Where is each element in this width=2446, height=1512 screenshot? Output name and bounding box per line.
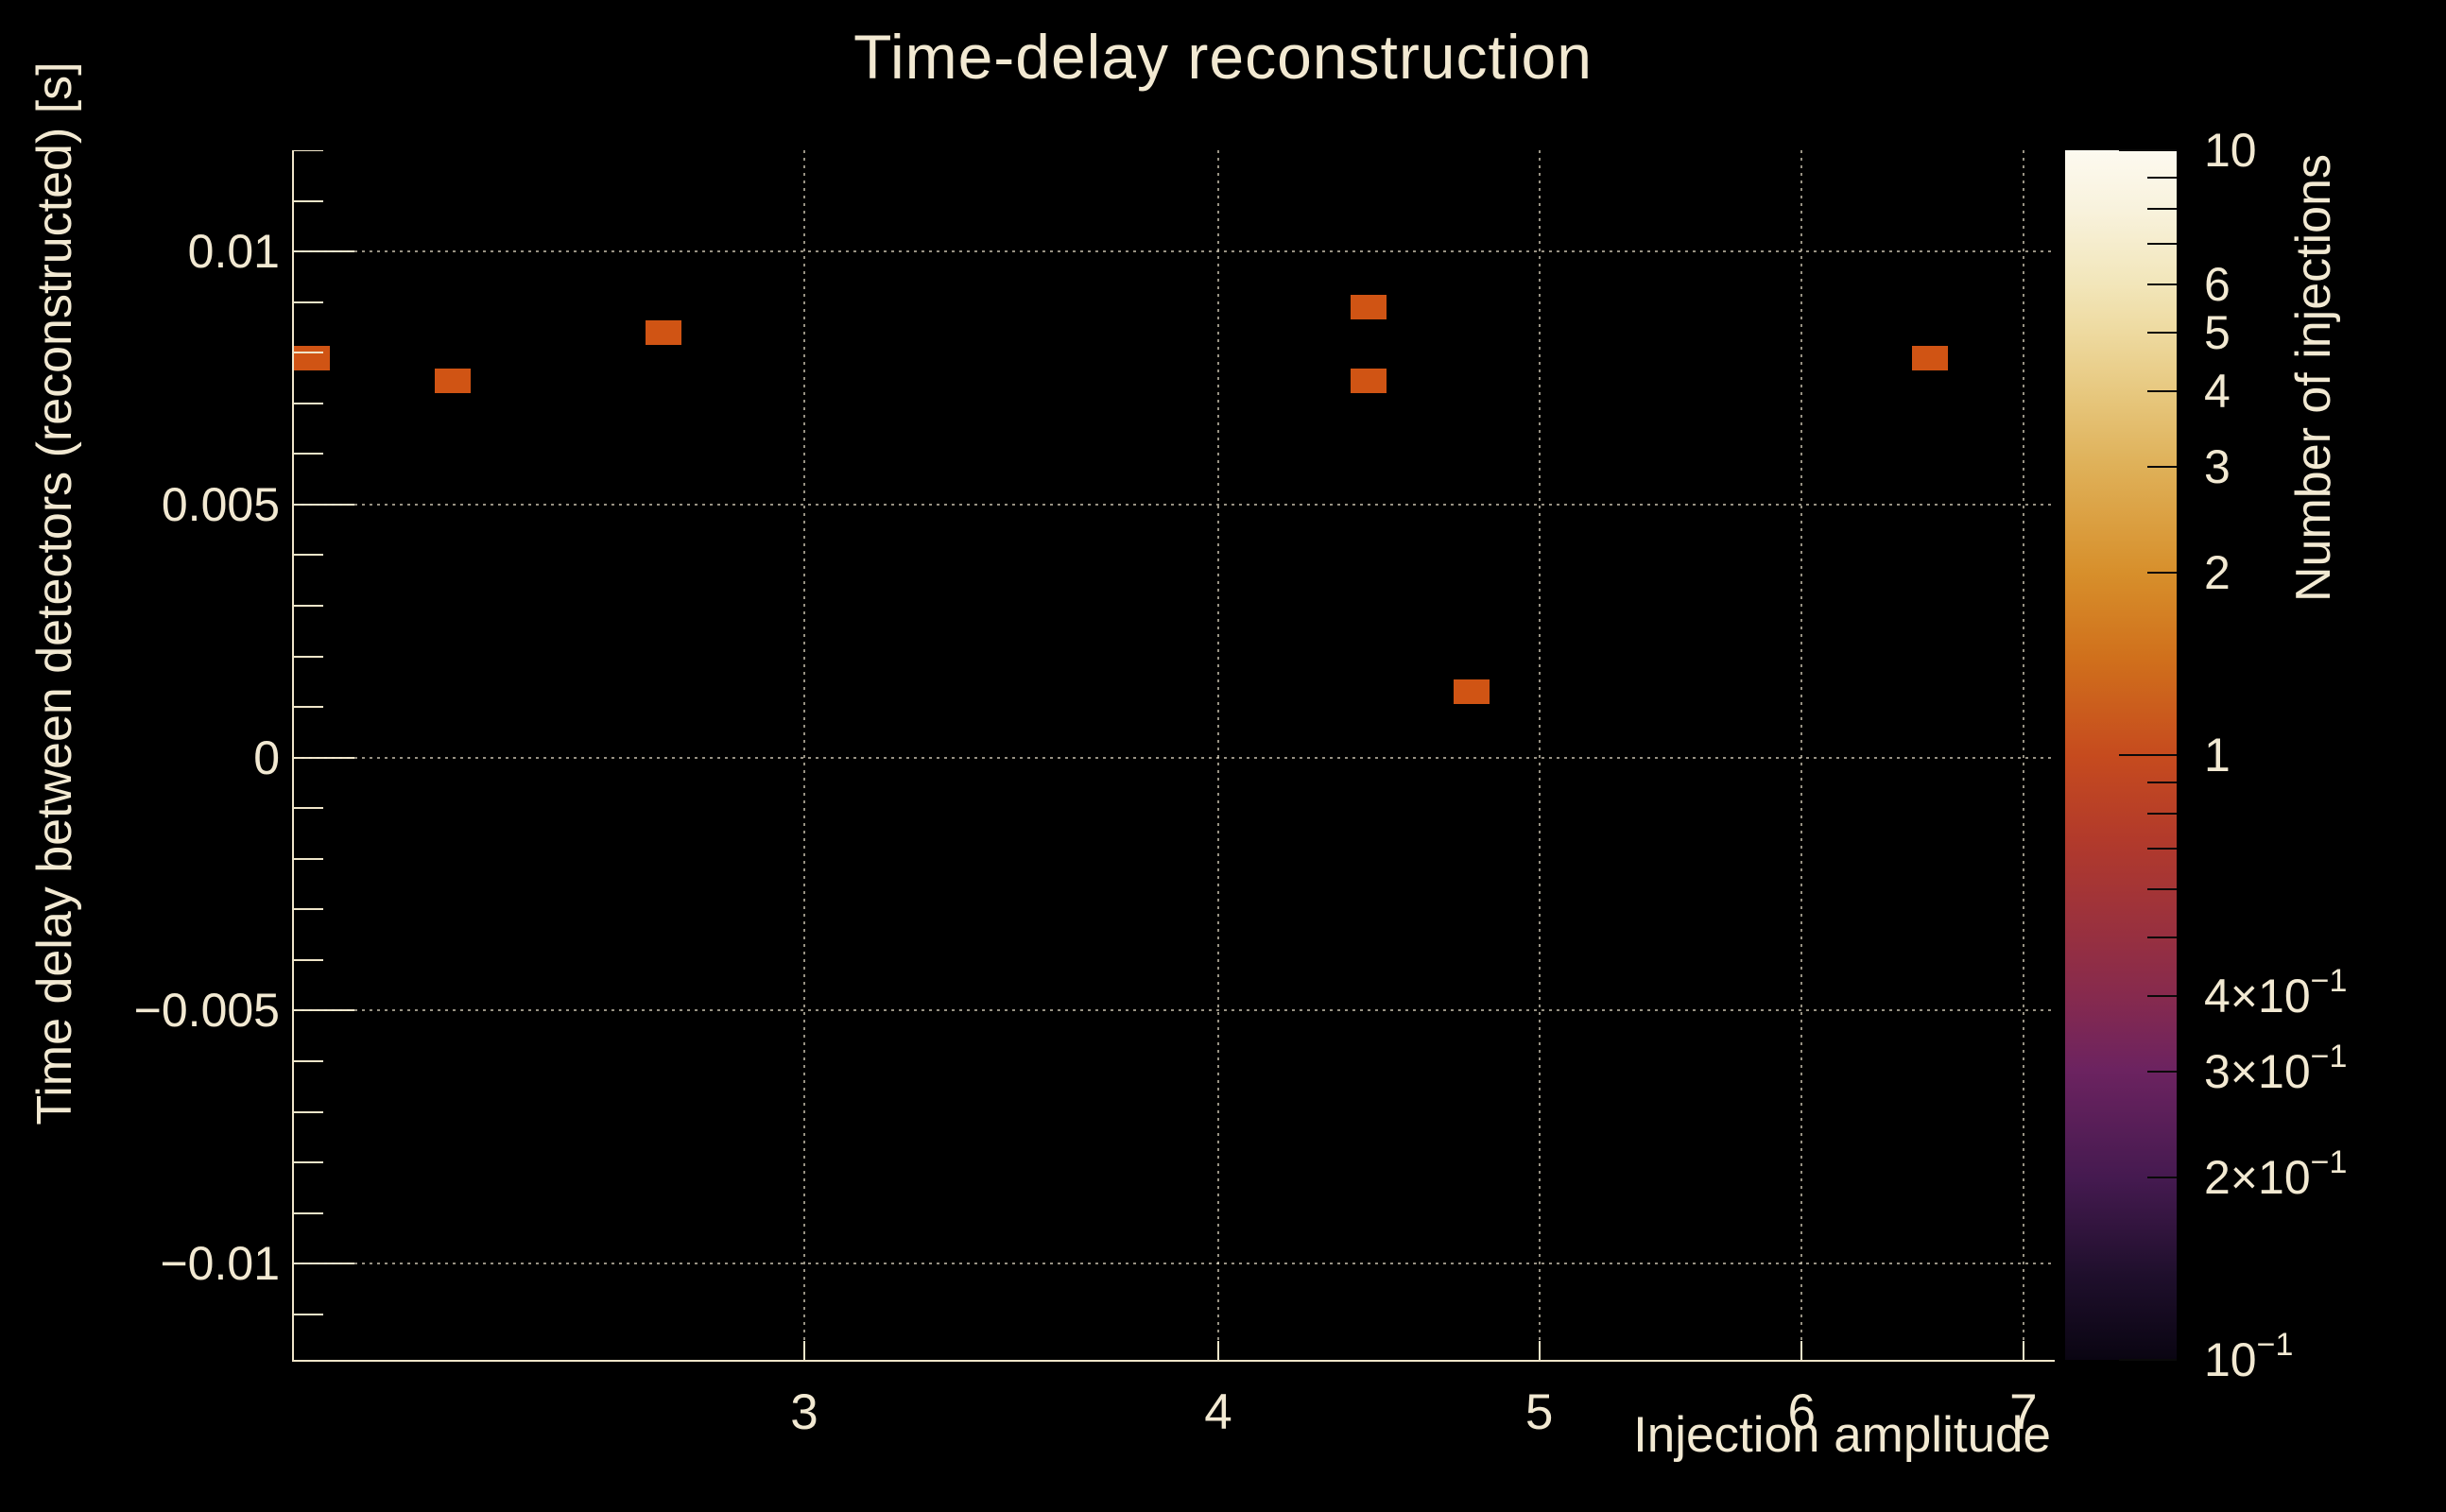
x-gridline — [1538, 150, 1541, 1360]
y-tick-label: 0.01 — [187, 225, 280, 279]
x-axis-tick — [803, 1341, 806, 1360]
heatmap-bin — [1912, 345, 1949, 370]
colorbar-tick — [2147, 177, 2177, 180]
colorbar-tick-label: 6 — [2204, 257, 2231, 311]
colorbar-tick — [2147, 283, 2177, 285]
x-gridline — [2022, 150, 2024, 1360]
y-axis-tick — [294, 857, 323, 860]
colorbar-tick-label: 10 — [2204, 124, 2257, 177]
y-tick-label: 0.005 — [161, 477, 280, 531]
heatmap-bin — [1350, 295, 1387, 320]
y-tick-label: 0 — [253, 730, 280, 784]
y-axis-title: Time delay between detectors (reconstruc… — [27, 61, 82, 1125]
y-gridline — [294, 1009, 2055, 1012]
x-tick-label: 4 — [1204, 1384, 1232, 1440]
colorbar-tick — [2147, 331, 2177, 334]
x-axis-tick — [2022, 1341, 2024, 1360]
colorbar-tick — [2119, 754, 2177, 756]
colorbar-tick-label: 3×10−1 — [2204, 1038, 2348, 1098]
y-axis-tick — [294, 1313, 323, 1315]
heatmap-bin — [645, 319, 681, 345]
heatmap-bin — [294, 345, 330, 370]
heatmap-bin — [1350, 368, 1387, 393]
colorbar-tick-label: 2 — [2204, 546, 2231, 600]
heatmap-bin — [435, 368, 472, 393]
y-axis-tick — [294, 150, 323, 151]
colorbar-tick-label: 4 — [2204, 364, 2231, 418]
y-gridline — [294, 756, 2055, 759]
y-tick-label: −0.01 — [160, 1237, 280, 1291]
y-axis-tick — [294, 199, 323, 202]
colorbar-tick — [2119, 149, 2177, 151]
y-axis-tick — [294, 1211, 323, 1214]
colorbar-tick-label: 2×10−1 — [2204, 1144, 2348, 1205]
colorbar-tick-label: 10−1 — [2204, 1327, 2294, 1386]
y-axis-tick — [294, 554, 323, 557]
x-gridline — [1216, 150, 1219, 1360]
y-axis-tick — [294, 352, 323, 354]
x-axis-title: Injection amplitude — [1633, 1407, 2051, 1463]
colorbar-tick-label: 3 — [2204, 439, 2231, 493]
colorbar-tick — [2147, 813, 2177, 816]
x-axis-tick — [1538, 1341, 1541, 1360]
x-axis-tick — [1800, 1341, 1803, 1360]
colorbar-tick-label-exponent: −1 — [2256, 1327, 2294, 1363]
x-tick-label: 7 — [2009, 1384, 2038, 1440]
colorbar-tick — [2147, 1070, 2177, 1073]
colorbar-tick-label: 1 — [2204, 729, 2231, 782]
colorbar-tick — [2147, 389, 2177, 392]
colorbar-tick — [2119, 1359, 2177, 1361]
heatmap-bin — [1453, 679, 1490, 705]
colorbar-tick — [2147, 994, 2177, 997]
y-axis-tick — [294, 958, 323, 961]
colorbar-tick — [2147, 208, 2177, 211]
colorbar-title: Number of injections — [2286, 154, 2341, 602]
y-axis-tick — [294, 908, 323, 911]
x-tick-label: 5 — [1524, 1384, 1554, 1440]
y-gridline — [294, 250, 2055, 253]
y-tick-label: −0.005 — [133, 984, 280, 1038]
colorbar-tick-label-exponent: −1 — [2310, 962, 2348, 999]
colorbar-tick — [2147, 572, 2177, 575]
colorbar-tick — [2147, 782, 2177, 784]
colorbar-tick-label-exponent: −1 — [2310, 1038, 2348, 1074]
y-axis-tick — [294, 301, 323, 303]
y-axis-tick — [294, 1110, 323, 1113]
y-gridline — [294, 503, 2055, 506]
chart-title: Time-delay reconstruction — [853, 22, 1593, 92]
y-axis-tick — [294, 807, 323, 810]
y-axis-tick — [294, 1060, 323, 1063]
colorbar-tick — [2147, 887, 2177, 890]
colorbar-tick — [2147, 936, 2177, 938]
y-axis-tick — [294, 402, 323, 404]
colorbar-tick — [2147, 465, 2177, 468]
x-axis-tick — [1216, 1341, 1219, 1360]
colorbar-tick-label-exponent: −1 — [2310, 1144, 2348, 1181]
colorbar-tick — [2147, 848, 2177, 850]
x-tick-label: 6 — [1787, 1384, 1816, 1440]
y-axis-tick — [294, 655, 323, 658]
colorbar-tick — [2147, 243, 2177, 246]
x-gridline — [1800, 150, 1803, 1360]
plot-area — [292, 150, 2055, 1362]
y-axis-tick — [294, 1161, 323, 1164]
y-axis-tick — [294, 453, 323, 455]
colorbar-tick-label: 4×10−1 — [2204, 962, 2348, 1022]
colorbar-tick-label: 5 — [2204, 305, 2231, 359]
x-tick-label: 3 — [790, 1384, 818, 1440]
x-gridline — [803, 150, 806, 1360]
y-axis-tick — [294, 706, 323, 709]
y-gridline — [294, 1263, 2055, 1265]
y-axis-tick — [294, 605, 323, 607]
colorbar-tick — [2147, 1177, 2177, 1179]
